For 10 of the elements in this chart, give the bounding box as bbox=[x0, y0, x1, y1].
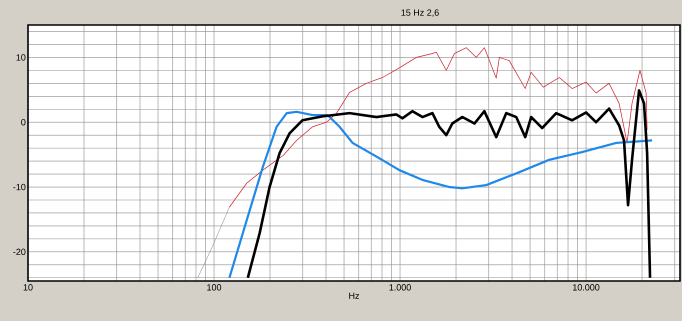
y-tick-label: 0 bbox=[21, 119, 26, 126]
x-tick-label: 10.000 bbox=[573, 284, 600, 291]
y-tick-label: -10 bbox=[13, 184, 26, 190]
x-tick-label: 1.000 bbox=[390, 284, 411, 291]
chart-title: 15 Hz 2,6 bbox=[402, 9, 439, 17]
x-tick-label: 10 bbox=[24, 284, 33, 291]
y-tick-label: 10 bbox=[16, 54, 26, 61]
x-axis-title: Hz bbox=[349, 292, 360, 299]
y-tick-label: -20 bbox=[13, 248, 26, 256]
x-tick-label: 100 bbox=[207, 284, 222, 291]
